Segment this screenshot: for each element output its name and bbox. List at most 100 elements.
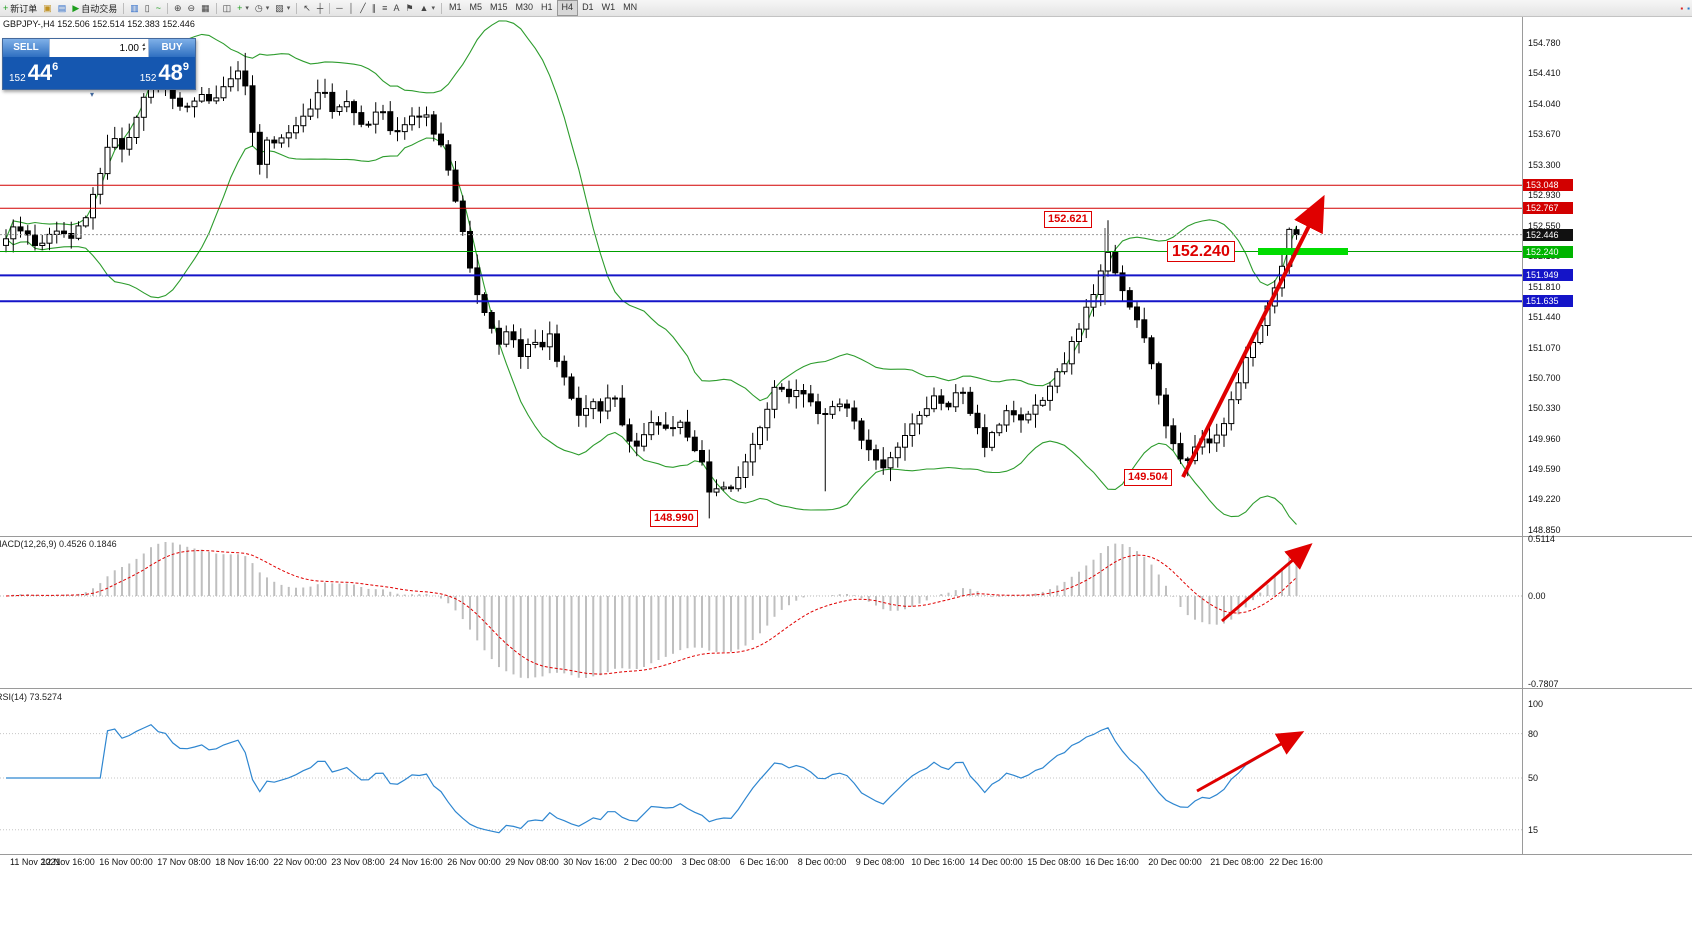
annotation-149.504[interactable]: 149.504 bbox=[1124, 469, 1172, 486]
new-order-label: 新订单 bbox=[10, 3, 38, 14]
one-click-trading-panel[interactable]: SELL 1.00 ▴ ▾ BUY 152 44 6 152 48 9 bbox=[2, 38, 196, 90]
timeframe-button-W1[interactable]: W1 bbox=[601, 2, 616, 12]
templates-button[interactable]: ▧ ▾ bbox=[272, 1, 293, 16]
buy-button[interactable]: BUY bbox=[149, 39, 195, 57]
price-axis-border bbox=[1522, 16, 1523, 855]
spin-down-icon[interactable]: ▾ bbox=[141, 47, 145, 53]
tray-icon-blue[interactable]: ▪ bbox=[1687, 3, 1690, 13]
toolbar: + 新订单 ▣ ▤ ▶ 自动交易 ▥ ▯ ~ ⊕ ⊖ ▦ ◫ + ▾ ◷ ▾ ▧… bbox=[0, 0, 1692, 17]
timeframe-button-MN[interactable]: MN bbox=[623, 2, 638, 12]
toolbar-separator bbox=[215, 2, 217, 14]
vertical-line-button[interactable]: │ bbox=[346, 1, 358, 16]
indicators-button[interactable]: + ▾ bbox=[234, 1, 252, 16]
toolbar-separator bbox=[296, 2, 298, 14]
macd-signal-line bbox=[5, 549, 1297, 675]
zoom-out-icon: ⊖ bbox=[187, 2, 196, 13]
line-chart-icon: ~ bbox=[155, 2, 161, 13]
bar-chart-icon: ▥ bbox=[130, 2, 139, 13]
grid-button[interactable]: ▦ bbox=[198, 1, 213, 16]
horizontal-line-icon: ─ bbox=[336, 2, 343, 13]
cursor-button[interactable]: ↖ bbox=[300, 1, 314, 16]
new-order-button[interactable]: + 新订单 bbox=[0, 1, 40, 16]
timeframe-button-M15[interactable]: M15 bbox=[490, 2, 508, 12]
toolbar-separator bbox=[329, 2, 331, 14]
toolbar-separator bbox=[440, 2, 442, 14]
template-icon: ▧ bbox=[275, 2, 284, 13]
clock-icon: ◷ bbox=[254, 2, 263, 13]
channel-icon: ∥ bbox=[371, 2, 377, 13]
toolbar-separator bbox=[123, 2, 125, 14]
collapse-arrow-icon[interactable]: ▾ bbox=[90, 90, 95, 99]
timeframe-button-H1[interactable]: H1 bbox=[541, 2, 553, 12]
shapes-button[interactable]: ▲ ▾ bbox=[417, 1, 438, 16]
ask-prefix: 152 bbox=[139, 73, 157, 84]
tile-windows-button[interactable]: ◫ bbox=[220, 1, 235, 16]
timeframe-button-D1[interactable]: D1 bbox=[582, 2, 594, 12]
grid-icon: ▦ bbox=[201, 2, 210, 13]
text-button[interactable]: A bbox=[390, 1, 402, 16]
annotation-148.990[interactable]: 148.990 bbox=[650, 510, 698, 527]
chevron-down-icon: ▾ bbox=[245, 5, 249, 12]
auto-trading-button[interactable]: ▶ 自动交易 bbox=[69, 1, 120, 16]
chevron-down-icon: ▾ bbox=[431, 5, 435, 12]
tile-windows-icon: ◫ bbox=[222, 2, 232, 13]
macd-canvas bbox=[0, 542, 1522, 679]
spin-up-icon[interactable]: ▴ bbox=[141, 42, 145, 48]
panel-separator[interactable] bbox=[0, 688, 1692, 689]
trend-arrow-main[interactable] bbox=[1181, 194, 1325, 478]
trend-arrow-macd[interactable] bbox=[1221, 543, 1313, 623]
timeframe-toolbar: M1 M5 M15 M30 H1 H4 D1 W1 MN bbox=[445, 0, 641, 16]
label-button[interactable]: ⚑ bbox=[402, 1, 416, 16]
timeframe-button-M5[interactable]: M5 bbox=[469, 2, 482, 12]
volume-value: 1.00 bbox=[119, 42, 139, 54]
flag-icon: ⚑ bbox=[405, 2, 414, 13]
bid-sup: 6 bbox=[52, 61, 59, 73]
rsi-line bbox=[6, 723, 1297, 834]
auto-trading-icon: ▶ bbox=[72, 2, 80, 13]
new-order-icon: + bbox=[3, 2, 9, 13]
channel-button[interactable]: ∥ bbox=[369, 1, 380, 16]
ask-big: 48 bbox=[158, 60, 183, 85]
candlestick-chart-icon: ▯ bbox=[144, 2, 150, 13]
zoom-in-button[interactable]: ⊕ bbox=[171, 1, 185, 16]
timeframe-button-M30[interactable]: M30 bbox=[515, 2, 534, 12]
horizontal-line-button[interactable]: ─ bbox=[333, 1, 345, 16]
profiles-icon: ▤ bbox=[57, 2, 67, 13]
timeframe-button-M1[interactable]: M1 bbox=[448, 2, 462, 12]
fibonacci-icon: ≡ bbox=[382, 2, 388, 13]
periods-button[interactable]: ◷ ▾ bbox=[252, 1, 272, 16]
level-highlight-segment bbox=[1258, 248, 1348, 255]
rsi-label: RSI(14) 73.5274 bbox=[0, 692, 63, 702]
line-chart-button[interactable]: ~ bbox=[153, 1, 164, 16]
profiles-button[interactable]: ▤ bbox=[55, 1, 70, 16]
candlestick-chart-button[interactable]: ▯ bbox=[142, 1, 153, 16]
tray-icon-red[interactable]: ▪ bbox=[1680, 3, 1684, 13]
zoom-out-button[interactable]: ⊖ bbox=[185, 1, 199, 16]
volume-input[interactable]: 1.00 ▴ ▾ bbox=[49, 39, 149, 57]
trend-arrow-rsi[interactable] bbox=[1196, 731, 1305, 793]
shapes-icon: ▲ bbox=[419, 2, 429, 13]
bollinger-lower-band bbox=[5, 137, 1297, 525]
chevron-down-icon: ▾ bbox=[286, 5, 291, 12]
text-icon: A bbox=[393, 2, 400, 13]
timeframe-button-H4[interactable]: H4 bbox=[556, 0, 579, 16]
cursor-icon: ↖ bbox=[303, 2, 311, 13]
annotation-152.240[interactable]: 152.240 bbox=[1167, 241, 1235, 262]
bollinger-upper-band bbox=[5, 20, 1298, 402]
chart-window-button[interactable]: ▣ bbox=[40, 1, 55, 16]
annotation-152.621[interactable]: 152.621 bbox=[1044, 211, 1092, 228]
bar-chart-button[interactable]: ▥ bbox=[127, 1, 142, 16]
bid-prefix: 152 bbox=[9, 73, 26, 84]
rsi-canvas bbox=[0, 723, 1522, 834]
panel-separator[interactable] bbox=[0, 536, 1692, 537]
crosshair-button[interactable]: ┼ bbox=[314, 1, 326, 16]
trendline-button[interactable]: ╱ bbox=[357, 1, 368, 16]
volume-spinner[interactable]: ▴ ▾ bbox=[141, 42, 145, 53]
sell-button[interactable]: SELL bbox=[3, 39, 49, 57]
fibonacci-button[interactable]: ≡ bbox=[379, 1, 390, 16]
zoom-in-icon: ⊕ bbox=[173, 2, 182, 13]
ask-price: 152 48 9 bbox=[140, 58, 189, 88]
crosshair-icon: ┼ bbox=[316, 2, 324, 13]
